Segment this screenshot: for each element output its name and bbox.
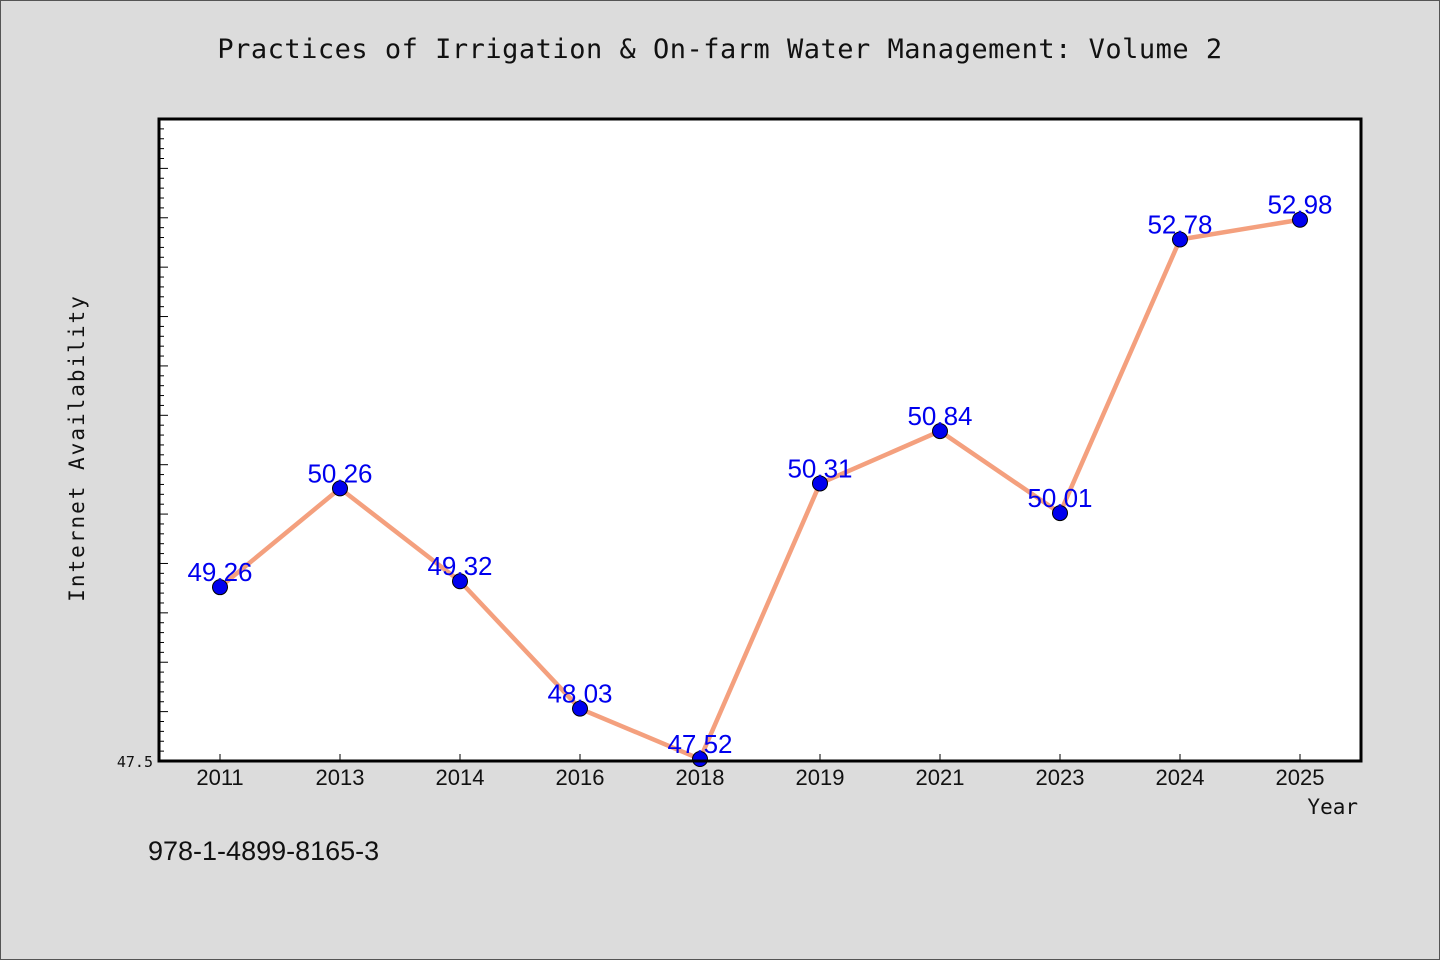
x-tick-label: 2023 (1036, 765, 1085, 790)
isbn-footnote: 978-1-4899-8165-3 (148, 836, 380, 866)
x-tick-label: 2019 (796, 765, 845, 790)
x-tick-label: 2016 (556, 765, 605, 790)
data-point (1172, 231, 1188, 248)
data-label: 48.03 (547, 679, 612, 709)
data-point (1292, 211, 1308, 228)
data-point (692, 751, 708, 768)
x-axis-label: Year (1307, 795, 1358, 819)
series-line (217, 217, 1303, 762)
plot-border (157, 117, 1363, 763)
y-tick-label: 47.5 (117, 753, 153, 771)
x-tick-label: 2011 (196, 765, 243, 790)
data-point (212, 579, 228, 596)
x-tick-label: 2024 (1156, 765, 1205, 790)
x-tick-label: 2018 (676, 765, 725, 790)
data-point (332, 480, 348, 497)
data-label: 52.98 (1267, 190, 1332, 220)
chart-title: Practices of Irrigation & On-farm Water … (217, 34, 1223, 65)
x-tick-label: 2013 (316, 765, 365, 790)
data-point (572, 700, 588, 717)
data-label: 52.78 (1147, 209, 1212, 239)
data-point (452, 573, 468, 590)
data-label: 49.32 (427, 551, 492, 581)
data-label: 50.01 (1027, 483, 1092, 513)
data-point (932, 423, 948, 440)
data-point (1052, 505, 1068, 522)
data-point (812, 475, 828, 492)
data-label: 47.52 (667, 729, 732, 759)
x-tick-label: 2025 (1276, 765, 1325, 790)
x-tick-label: 2014 (436, 765, 485, 790)
data-label: 50.84 (907, 401, 972, 431)
data-label: 50.31 (787, 453, 852, 483)
x-tick-label: 2021 (916, 765, 965, 790)
data-label: 50.26 (307, 458, 372, 488)
x-ticks: 2011 2013 2014 2016 2018 2019 2021 2023 2024 2025 (196, 754, 1324, 790)
plot-area (159, 119, 1361, 761)
data-label: 49.26 (187, 557, 252, 587)
series-group: 49.26 50.26 49.32 48.03 47.52 50.31 50.84 50.01… (187, 190, 1333, 768)
